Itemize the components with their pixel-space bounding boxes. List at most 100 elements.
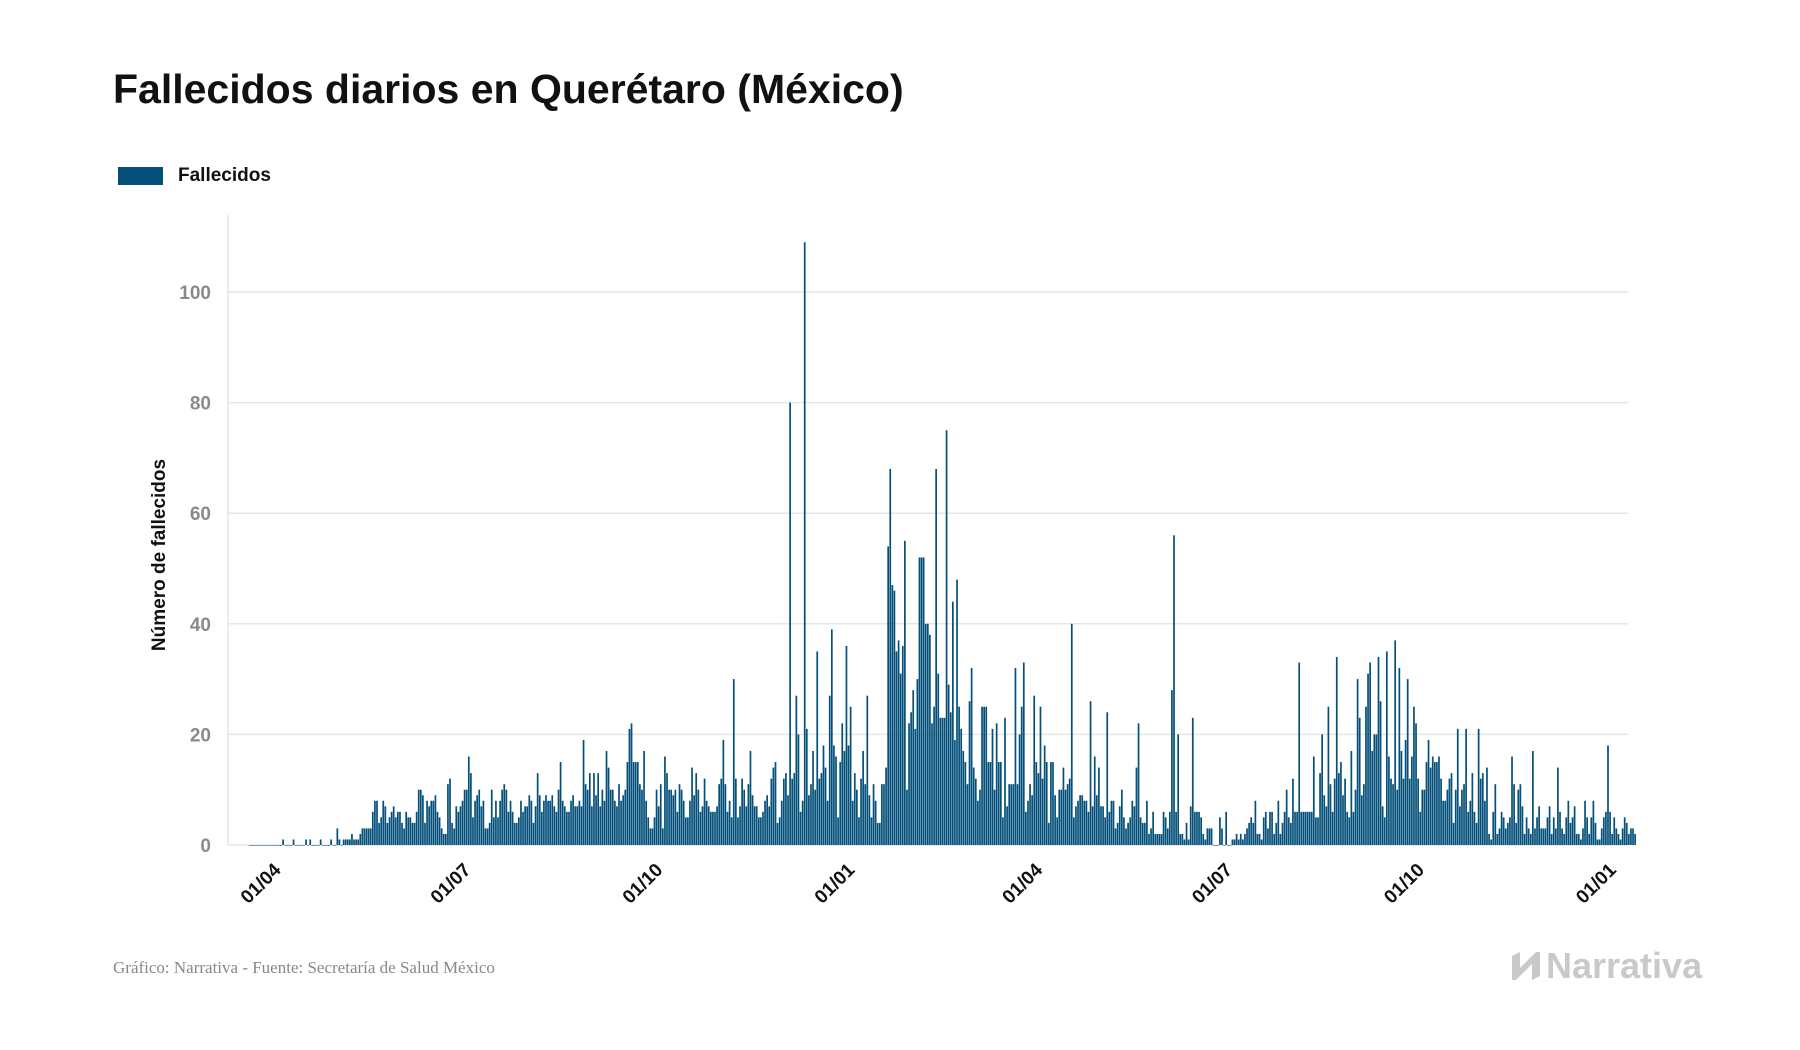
- bar: [449, 778, 451, 845]
- bar: [1254, 800, 1257, 845]
- bar: [294, 845, 297, 846]
- bar: [1133, 806, 1136, 845]
- narrativa-logo-icon: [1512, 952, 1540, 980]
- bar: [1327, 706, 1330, 845]
- bar: [1577, 833, 1580, 845]
- bar: [438, 817, 441, 845]
- bar: [1611, 833, 1614, 845]
- bar: [1588, 833, 1591, 845]
- bar: [376, 800, 378, 845]
- bar: [1047, 822, 1050, 845]
- bar: [964, 762, 967, 845]
- bar: [918, 557, 921, 845]
- bar: [1204, 839, 1207, 845]
- bar: [1256, 833, 1259, 845]
- bar: [292, 839, 295, 845]
- bar: [1509, 817, 1511, 845]
- bar: [442, 833, 445, 845]
- bar: [999, 762, 1002, 845]
- bar: [641, 789, 643, 845]
- bar: [966, 784, 969, 845]
- bar: [822, 745, 825, 845]
- bar: [1340, 762, 1342, 845]
- bar: [1185, 822, 1188, 845]
- bar: [1529, 833, 1532, 845]
- bar: [997, 762, 1000, 845]
- legend-swatch: [118, 167, 163, 185]
- bar: [470, 773, 472, 845]
- bar: [1523, 833, 1526, 845]
- bar: [843, 750, 846, 845]
- bar: [1573, 806, 1576, 845]
- bar: [991, 728, 994, 845]
- bar: [818, 778, 821, 845]
- x-tick-label: 01/01: [1572, 859, 1621, 908]
- bar: [659, 784, 662, 845]
- bar: [1118, 806, 1121, 845]
- bar: [603, 800, 606, 845]
- bar: [555, 811, 558, 845]
- bar: [926, 623, 929, 845]
- bar: [797, 734, 800, 845]
- bar: [1108, 811, 1111, 845]
- bar: [1321, 734, 1323, 845]
- bar: [737, 817, 739, 845]
- bar: [1388, 756, 1390, 845]
- bar: [1160, 833, 1163, 845]
- bar: [342, 839, 345, 845]
- bar: [1156, 833, 1159, 845]
- bar: [526, 806, 529, 845]
- bar: [1421, 789, 1424, 845]
- bar: [1075, 806, 1077, 845]
- bar: [259, 845, 262, 846]
- bar: [490, 789, 493, 845]
- bar: [472, 817, 474, 845]
- bar: [1446, 789, 1449, 845]
- bar: [273, 845, 276, 846]
- bar: [678, 784, 681, 845]
- y-tick-label: 40: [190, 615, 211, 636]
- bar: [780, 800, 783, 845]
- bar: [1056, 817, 1059, 845]
- bar: [674, 789, 677, 845]
- bar: [985, 706, 988, 845]
- bar: [636, 762, 639, 845]
- bar: [280, 845, 282, 846]
- bar: [586, 789, 589, 845]
- bar: [440, 828, 443, 845]
- x-tick-label: 01/04: [999, 859, 1048, 908]
- bar: [1064, 789, 1067, 845]
- bar: [563, 806, 566, 845]
- bar: [576, 806, 579, 845]
- bar: [776, 822, 779, 845]
- bar: [1511, 756, 1513, 845]
- bar: [630, 723, 633, 845]
- bar: [428, 806, 431, 845]
- bar: [361, 828, 364, 845]
- bar: [762, 811, 764, 845]
- bar: [1027, 800, 1029, 845]
- bar: [505, 789, 508, 845]
- bar: [709, 811, 712, 845]
- bar: [1596, 839, 1599, 845]
- bar: [701, 806, 704, 845]
- bar: [317, 845, 320, 846]
- legend-label: Fallecidos: [178, 165, 271, 186]
- bar: [830, 629, 833, 845]
- bar: [1085, 800, 1088, 845]
- bar: [1150, 828, 1152, 845]
- bar: [1014, 668, 1017, 845]
- bar: [1452, 822, 1455, 845]
- bar: [1605, 811, 1607, 845]
- bar: [549, 800, 552, 845]
- bar: [267, 845, 270, 846]
- bar: [250, 845, 253, 846]
- bar: [668, 789, 670, 845]
- bar: [482, 800, 485, 845]
- bar: [1337, 773, 1340, 845]
- bar: [866, 695, 869, 845]
- bar: [1396, 789, 1399, 845]
- bar: [885, 767, 887, 845]
- bar: [290, 845, 293, 846]
- bar: [655, 789, 658, 845]
